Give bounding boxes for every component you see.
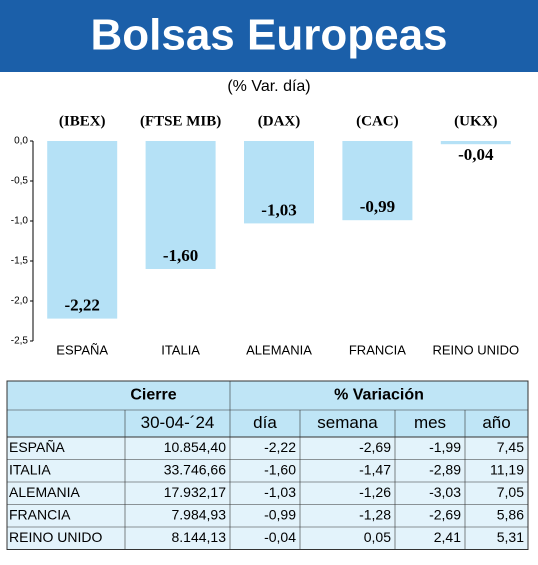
table-body-bg (7, 437, 528, 550)
table-header-bg (7, 381, 528, 437)
table-subheader: año (482, 413, 510, 432)
table-header: Cierre (130, 387, 176, 404)
table-cell: 8.144,13 (172, 529, 227, 545)
category-code: (DAX) (258, 113, 301, 129)
table-cell: -2,89 (429, 461, 461, 477)
table-cell: 7,05 (497, 484, 524, 500)
table-subheader: 30-04-´24 (141, 413, 215, 432)
table-cell: REINO UNIDO (9, 529, 102, 545)
y-tick-label: -1,5 (11, 256, 29, 267)
value-label: -1,03 (261, 200, 296, 219)
value-label: -1,60 (163, 246, 198, 265)
value-label: -0,99 (360, 197, 395, 216)
x-tick-label: ESPAÑA (56, 342, 108, 357)
category-code: (CAC) (356, 113, 399, 129)
y-tick-label: -0,5 (11, 176, 29, 187)
category-code: (FTSE MIB) (140, 113, 221, 129)
chart-subtitle: (% Var. día) (227, 78, 310, 95)
table-cell: 0,05 (364, 529, 391, 545)
table-border (6, 380, 529, 550)
table-cell: 33.746,66 (164, 461, 226, 477)
value-label: -0,04 (458, 145, 494, 164)
x-tick-label: FRANCIA (349, 342, 406, 357)
table-cell: -2,69 (429, 506, 461, 522)
table-cell: -2,69 (359, 439, 391, 455)
table-cell: 11,19 (490, 461, 524, 477)
table-cell: -1,28 (359, 506, 391, 522)
value-label: -2,22 (64, 296, 99, 315)
table-cell: 17.932,17 (164, 484, 226, 500)
table-cell: -3,03 (429, 484, 461, 500)
bar (47, 141, 118, 319)
table-cell: -0,04 (264, 529, 296, 545)
table-cell: 7.984,93 (172, 506, 227, 522)
table-cell: ITALIA (9, 461, 51, 477)
table-subheader: semana (317, 413, 378, 432)
table-cell: 5,86 (497, 506, 524, 522)
bar (440, 141, 511, 145)
table-cell: 10.854,40 (164, 439, 226, 455)
chart-title: Bolsas Europeas (90, 11, 447, 60)
table-cell: -1,47 (359, 461, 391, 477)
bar (145, 141, 216, 269)
category-code: (UKX) (454, 113, 497, 129)
table-cell: -2,22 (264, 439, 296, 455)
category-code: (IBEX) (59, 113, 106, 129)
table-cell: ALEMANIA (9, 484, 80, 500)
table-cell: 7,45 (497, 439, 524, 455)
table-cell: -0,99 (264, 506, 296, 522)
y-tick-label: -2,5 (11, 336, 29, 347)
table-cell: -1,03 (264, 484, 296, 500)
table-cell: -1,60 (264, 461, 296, 477)
table-subheader: mes (414, 413, 446, 432)
table-cell: 5,31 (497, 529, 524, 545)
table-cell: -1,26 (359, 484, 391, 500)
x-tick-label: ITALIA (161, 342, 200, 357)
table-cell: ESPAÑA (9, 439, 65, 455)
bar (244, 141, 314, 224)
y-tick-label: 0,0 (14, 136, 28, 147)
table-cell: -1,99 (429, 439, 461, 455)
x-tick-label: ALEMANIA (246, 342, 312, 357)
title-banner (0, 0, 538, 72)
table-cell: FRANCIA (9, 506, 71, 522)
table-header: % Variación (334, 387, 424, 404)
bar (342, 141, 413, 221)
y-tick-label: -2,0 (11, 296, 29, 307)
table-cell: 2,41 (434, 529, 461, 545)
x-tick-label: REINO UNIDO (432, 342, 519, 357)
y-tick-label: -1,0 (11, 216, 29, 227)
table-subheader: día (253, 413, 277, 432)
